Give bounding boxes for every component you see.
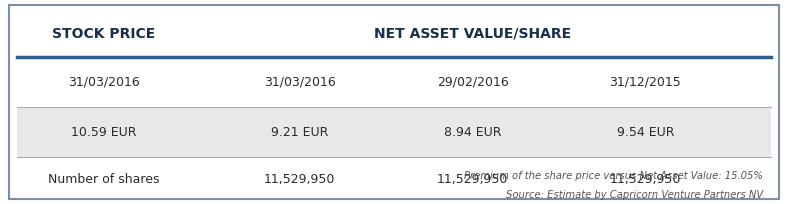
Text: 11,529,950: 11,529,950 — [264, 173, 336, 186]
Text: 9.21 EUR: 9.21 EUR — [271, 126, 329, 139]
Text: STOCK PRICE: STOCK PRICE — [52, 27, 155, 41]
Bar — [17, 107, 771, 157]
Text: 31/03/2016: 31/03/2016 — [68, 75, 139, 88]
Text: NET ASSET VALUE/SHARE: NET ASSET VALUE/SHARE — [374, 27, 571, 41]
Text: 11,529,950: 11,529,950 — [610, 173, 681, 186]
Text: 11,529,950: 11,529,950 — [437, 173, 508, 186]
Text: Number of shares: Number of shares — [48, 173, 159, 186]
Text: 8.94 EUR: 8.94 EUR — [444, 126, 501, 139]
Text: Source: Estimate by Capricorn Venture Partners NV: Source: Estimate by Capricorn Venture Pa… — [506, 190, 763, 200]
FancyBboxPatch shape — [9, 6, 779, 198]
Text: 31/03/2016: 31/03/2016 — [264, 75, 336, 88]
Text: 29/02/2016: 29/02/2016 — [437, 75, 508, 88]
Text: 10.59 EUR: 10.59 EUR — [71, 126, 136, 139]
Text: 9.54 EUR: 9.54 EUR — [616, 126, 674, 139]
Text: Premium of the share price versus Net Asset Value: 15.05%: Premium of the share price versus Net As… — [464, 171, 763, 181]
Text: 31/12/2015: 31/12/2015 — [609, 75, 681, 88]
